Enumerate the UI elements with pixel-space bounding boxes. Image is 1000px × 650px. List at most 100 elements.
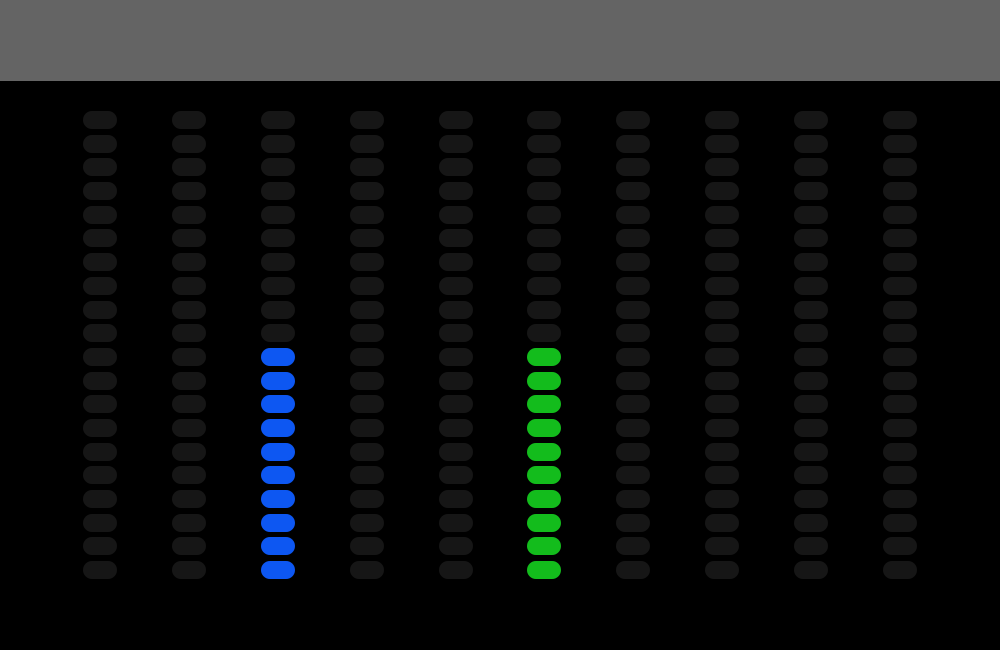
led-pill-off — [705, 490, 740, 508]
led-pill-off — [527, 300, 562, 319]
led-pill-off — [794, 442, 828, 461]
led-pill-off — [616, 158, 651, 177]
led-pill-off — [882, 561, 917, 580]
led-pill-off — [83, 182, 117, 201]
led-pill-off — [527, 111, 562, 129]
led-pill-off — [349, 442, 384, 461]
led-pill-on — [527, 442, 562, 461]
led-pill-off — [527, 182, 562, 201]
led-pill-off — [260, 253, 295, 272]
led-pill-off — [616, 442, 651, 461]
led-pill-off — [705, 300, 740, 319]
led-meter-column-6 — [527, 111, 562, 580]
led-pill-off — [438, 229, 473, 248]
led-pill-off — [349, 537, 384, 556]
led-meter-column-5 — [438, 111, 473, 580]
led-pill-off — [83, 418, 117, 437]
led-pill-off — [616, 395, 651, 414]
led-pill-on — [527, 418, 562, 437]
led-pill-off — [527, 324, 562, 343]
led-pill-off — [83, 158, 117, 177]
led-pill-off — [794, 253, 828, 272]
led-pill-on — [527, 371, 562, 390]
led-pill-off — [260, 134, 295, 153]
led-pill-off — [882, 182, 917, 201]
led-pill-off — [882, 418, 917, 437]
led-pill-off — [794, 561, 828, 580]
led-pill-off — [882, 490, 917, 508]
led-pill-off — [83, 442, 117, 461]
led-pill-off — [171, 111, 206, 129]
led-pill-off — [616, 229, 651, 248]
led-pill-on — [260, 466, 295, 485]
led-pill-off — [83, 276, 117, 295]
led-pill-off — [527, 205, 562, 224]
led-pill-off — [349, 276, 384, 295]
led-pill-off — [882, 324, 917, 343]
led-pill-off — [438, 371, 473, 390]
led-pill-off — [794, 205, 828, 224]
led-pill-off — [616, 513, 651, 532]
led-pill-off — [794, 158, 828, 177]
led-pill-off — [438, 205, 473, 224]
led-pill-off — [349, 134, 384, 153]
led-pill-off — [349, 205, 384, 224]
led-pill-off — [171, 253, 206, 272]
led-pill-off — [349, 395, 384, 414]
led-pill-off — [705, 466, 740, 485]
led-pill-off — [882, 442, 917, 461]
led-pill-off — [171, 537, 206, 556]
led-pill-off — [349, 490, 384, 508]
led-pill-on — [527, 537, 562, 556]
led-pill-off — [83, 253, 117, 272]
led-pill-off — [616, 111, 651, 129]
led-pill-off — [705, 371, 740, 390]
led-pill-off — [794, 229, 828, 248]
led-pill-off — [349, 513, 384, 532]
led-meter-column-1 — [83, 111, 117, 580]
led-pill-off — [705, 537, 740, 556]
led-pill-off — [260, 300, 295, 319]
led-pill-on — [260, 347, 295, 366]
led-pill-off — [83, 466, 117, 485]
led-pill-off — [794, 111, 828, 129]
led-pill-off — [882, 300, 917, 319]
led-pill-off — [527, 229, 562, 248]
led-pill-off — [616, 466, 651, 485]
led-pill-off — [171, 561, 206, 580]
led-pill-off — [882, 466, 917, 485]
led-pill-off — [349, 371, 384, 390]
led-pill-off — [260, 276, 295, 295]
led-pill-off — [438, 111, 473, 129]
led-pill-off — [705, 134, 740, 153]
led-pill-off — [794, 395, 828, 414]
led-pill-on — [527, 395, 562, 414]
led-pill-off — [83, 205, 117, 224]
led-pill-off — [882, 253, 917, 272]
led-pill-on — [527, 466, 562, 485]
led-pill-off — [438, 182, 473, 201]
led-pill-off — [83, 537, 117, 556]
led-pill-off — [260, 182, 295, 201]
led-pill-off — [438, 134, 473, 153]
led-pill-off — [794, 513, 828, 532]
led-pill-off — [171, 442, 206, 461]
led-pill-on — [527, 347, 562, 366]
led-pill-off — [705, 561, 740, 580]
led-pill-off — [882, 537, 917, 556]
led-pill-off — [83, 513, 117, 532]
led-pill-off — [616, 276, 651, 295]
led-pill-off — [438, 300, 473, 319]
led-pill-off — [438, 253, 473, 272]
led-pill-off — [794, 466, 828, 485]
led-pill-off — [260, 205, 295, 224]
led-pill-off — [794, 537, 828, 556]
window-titlebar[interactable] — [0, 0, 1000, 81]
led-pill-off — [882, 371, 917, 390]
led-pill-off — [438, 537, 473, 556]
led-pill-off — [794, 276, 828, 295]
led-pill-off — [349, 418, 384, 437]
led-pill-off — [794, 347, 828, 366]
led-pill-off — [705, 182, 740, 201]
led-pill-off — [616, 300, 651, 319]
